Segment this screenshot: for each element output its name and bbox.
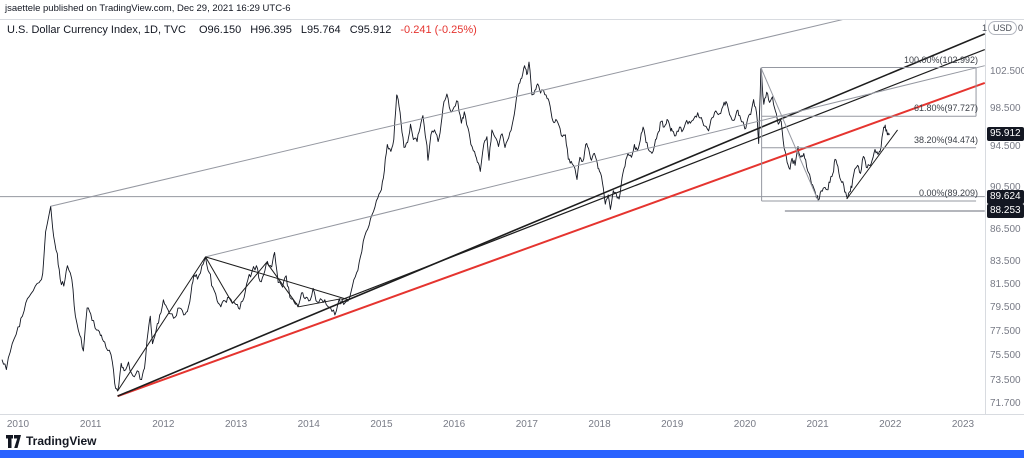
time-axis-label: 2012 (152, 419, 175, 430)
time-axis-label: 2014 (297, 419, 320, 430)
price-change: -0.241 (-0.25%) (400, 24, 477, 36)
time-axis-label: 2020 (733, 419, 757, 430)
time-axis-label: 2021 (806, 419, 829, 430)
trendline-black-channel-2[interactable] (341, 49, 985, 301)
ohlc-high: H96.395 (250, 24, 292, 36)
price-series-path[interactable] (1, 61, 890, 392)
ohlc-close: C95.912 (349, 24, 392, 36)
tradingview-footer[interactable]: TradingView (6, 434, 96, 448)
price-axis-label: 73.500 (990, 374, 1021, 386)
time-axis-label: 2010 (6, 419, 30, 430)
time-axis-label: 2016 (443, 419, 466, 430)
price-axis[interactable]: 102.500 98.500 94.500 90.500 86.500 83.500 81.… (985, 20, 1024, 414)
trendline-triangle-upper[interactable] (205, 256, 349, 301)
chart-canvas[interactable] (0, 0, 1024, 440)
time-axis-label: 2017 (515, 419, 538, 430)
tradingview-logo-icon (6, 434, 21, 448)
price-axis-label: 83.500 (990, 256, 1021, 268)
trendline-zigzag-3[interactable] (232, 262, 267, 304)
currency-chip[interactable]: USD (987, 21, 1017, 35)
trendline-black-channel-main[interactable] (117, 33, 985, 397)
trendline-zigzag-1[interactable] (117, 256, 206, 392)
publish-info: jsaettele published on TradingView.com, … (0, 0, 1024, 19)
trendline-zigzag-4[interactable] (266, 262, 299, 308)
price-badge: 95.912 (987, 126, 1024, 141)
chart-top-border (0, 19, 1024, 20)
axis-unit-prefix: 1 (981, 23, 987, 33)
time-axis-label: 2013 (224, 419, 248, 430)
price-axis-label: 77.500 (990, 325, 1021, 337)
bottom-accent-bar (0, 450, 1024, 458)
price-axis-label: 79.500 (990, 301, 1021, 313)
price-axis-label: 94.500 (990, 141, 1021, 153)
price-badge: 89.624 (987, 189, 1024, 204)
time-axis-label: 2022 (879, 419, 902, 430)
trendline-gray-upper[interactable] (50, 0, 934, 207)
time-axis-label: 2019 (661, 419, 684, 430)
axis-unit-suffix: 0 (1017, 23, 1023, 33)
time-axis-label: 2018 (588, 419, 611, 430)
price-axis-label: 81.500 (990, 278, 1021, 290)
price-axis-label: 86.500 (990, 223, 1021, 235)
price-axis-label: 90.500 (990, 181, 1021, 193)
tradingview-wordmark: TradingView (26, 434, 97, 448)
time-axis-label: 2015 (370, 419, 393, 430)
price-axis-label: 98.500 (990, 102, 1021, 114)
time-axis-label: 2023 (951, 419, 975, 430)
trendline-zigzag-2[interactable] (205, 256, 233, 304)
time-axis[interactable]: 2010 2011 2012 2013 2014 2015 2016 2017 2018 2019… (0, 414, 1024, 433)
price-axis-label: 75.500 (990, 349, 1021, 361)
price-axis-label: 102.500 (990, 66, 1024, 77)
symbol-title: U.S. Dollar Currency Index, 1D, TVC (7, 24, 186, 36)
trendline-gray-upper-2[interactable] (205, 65, 985, 258)
trendline-zigzag-5[interactable] (298, 298, 342, 308)
ohlc-open: O96.150 (198, 24, 242, 36)
symbol-legend: U.S. Dollar Currency Index, 1D, TVC O96.… (7, 24, 477, 36)
trendline-minor-2021[interactable] (846, 129, 898, 200)
price-badge: 88.253 (987, 203, 1024, 218)
trendline-red-support[interactable] (117, 81, 985, 398)
time-axis-label: 2011 (79, 419, 102, 430)
price-axis-label: 71.700 (990, 397, 1021, 409)
trendline-fib-diagonal[interactable] (760, 67, 819, 202)
ohlc-low: L95.764 (300, 24, 341, 36)
axis-unit-control[interactable]: 1 USD 0 (982, 21, 1023, 35)
